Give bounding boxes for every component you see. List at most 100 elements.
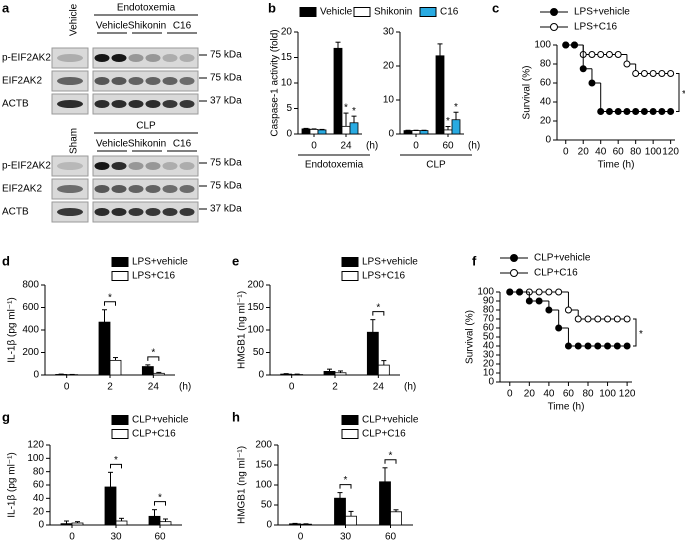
significance: *	[344, 475, 348, 486]
data-point	[525, 297, 533, 305]
x-tick-label: 0	[413, 141, 419, 152]
panel-label: g	[2, 409, 10, 424]
x-tick-label: 0	[311, 141, 317, 152]
x-tick-label: 80	[582, 389, 594, 400]
legend-swatch	[111, 271, 129, 281]
band	[179, 54, 195, 62]
data-point	[605, 51, 613, 58]
band	[57, 185, 83, 193]
y-tick-label: 40	[483, 341, 495, 352]
x-tick-label: 0	[507, 389, 513, 400]
band	[128, 162, 144, 170]
data-point	[588, 51, 596, 58]
bar	[152, 372, 165, 376]
row-label: EIF2AK2	[2, 184, 42, 195]
data-point	[623, 60, 631, 68]
x-tick-label: 0	[69, 532, 75, 543]
bar	[309, 129, 319, 135]
legend-swatch	[111, 429, 129, 439]
band	[145, 185, 161, 193]
x-tick-label: 24	[340, 141, 352, 152]
y-tick-label: 0	[388, 129, 394, 140]
y-tick-label: 40	[540, 97, 552, 108]
y-tick-label: 80	[540, 59, 552, 70]
band	[162, 54, 178, 62]
band	[145, 77, 161, 85]
data-point	[623, 342, 631, 350]
y-tick-label: 5	[286, 103, 292, 114]
band	[162, 208, 178, 216]
bar	[323, 370, 336, 376]
band	[94, 208, 110, 216]
y-axis-label: HMGB1 (ng ml⁻¹)	[237, 446, 248, 524]
group-label: Endotoxemia	[117, 3, 176, 14]
y-tick-label: 0	[266, 520, 272, 531]
x-tick-label: 80	[630, 147, 642, 158]
data-point	[613, 342, 621, 350]
y-axis-label: IL-1β (pg ml⁻¹)	[7, 452, 18, 517]
x-tick-label: 20	[524, 389, 536, 400]
band	[128, 54, 144, 62]
y-tick-label: 0	[545, 135, 551, 146]
band	[94, 100, 110, 108]
y-tick-label: 20	[281, 27, 293, 38]
significance-bracket	[372, 311, 385, 316]
y-tick-label: 100	[27, 453, 44, 464]
data-point	[594, 342, 602, 350]
size-label: 75 kDa	[210, 181, 242, 192]
data-point	[555, 288, 563, 296]
bar	[289, 523, 301, 526]
lane-label: C16	[173, 21, 192, 32]
x-unit: (h)	[404, 382, 416, 393]
legend-swatch	[341, 429, 359, 439]
bar	[60, 523, 73, 526]
x-tick-label: 60	[385, 532, 397, 543]
band	[94, 185, 110, 193]
panel-label: e	[232, 253, 239, 268]
y-tick-label: 0	[33, 370, 39, 381]
data-point	[649, 70, 657, 77]
legend-swatch	[341, 257, 359, 267]
data-point	[564, 342, 572, 350]
significance-bracket	[104, 301, 116, 306]
x-tick-label: 60	[442, 141, 454, 152]
lane-label: Vehicle	[96, 139, 129, 150]
data-point	[614, 108, 622, 115]
row-label: p-EIF2AK2	[2, 53, 51, 64]
x-tick-label: 60	[563, 389, 575, 400]
band	[179, 162, 195, 170]
y-tick-label: 80	[483, 305, 495, 316]
significance: *	[151, 348, 155, 359]
y-tick-label: 90	[483, 296, 495, 307]
band	[94, 162, 110, 170]
bar	[301, 128, 311, 135]
significance-bracket	[633, 318, 637, 347]
x-unit: (h)	[179, 382, 191, 393]
y-tick-label: 150	[247, 302, 264, 313]
data-point	[614, 51, 622, 58]
y-tick-label: 60	[33, 480, 45, 491]
legend-label: CLP+C16	[534, 268, 578, 279]
significance: *	[158, 492, 162, 503]
band	[111, 185, 127, 193]
band	[162, 77, 178, 85]
y-tick-label: 50	[261, 500, 273, 511]
x-tick-label: 0	[563, 147, 569, 158]
band	[57, 77, 83, 85]
significance: *	[344, 103, 348, 114]
bar	[435, 55, 445, 135]
y-axis-label: HMGB1 (ng ml⁻¹)	[237, 291, 248, 369]
bar	[98, 321, 111, 376]
data-point	[570, 41, 578, 49]
bar	[115, 520, 128, 526]
x-tick-label: 60	[613, 147, 625, 158]
y-tick-label: 10	[383, 95, 395, 106]
y-tick-label: 150	[255, 460, 272, 471]
x-axis-label: Time (h)	[548, 402, 585, 413]
data-point	[640, 108, 648, 115]
legend-label: CLP+C16	[132, 429, 176, 440]
y-tick-label: 40	[33, 493, 45, 504]
y-tick-label: 100	[255, 480, 272, 491]
y-tick-label: 200	[22, 347, 39, 358]
band	[128, 208, 144, 216]
